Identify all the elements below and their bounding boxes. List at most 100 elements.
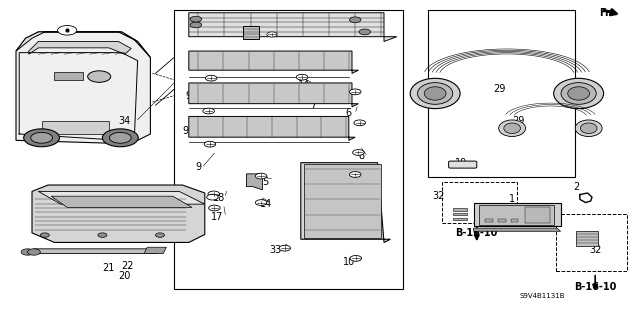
Bar [498,219,506,222]
Ellipse shape [504,123,520,133]
Circle shape [267,32,277,37]
Bar [453,218,467,220]
Circle shape [359,29,371,35]
Text: 14: 14 [259,199,272,209]
Polygon shape [29,41,131,54]
Text: 6: 6 [346,108,352,118]
Text: B-16-10: B-16-10 [456,228,498,238]
Text: 32: 32 [432,191,445,201]
Text: Fr.: Fr. [599,8,612,18]
Circle shape [255,200,267,205]
Text: 2: 2 [573,182,579,192]
Circle shape [279,245,291,251]
Polygon shape [246,174,262,190]
Text: 5: 5 [262,177,269,187]
Text: 29: 29 [493,84,506,94]
Text: 22: 22 [122,261,134,271]
Bar [42,121,109,134]
Polygon shape [28,249,163,254]
Circle shape [349,17,361,23]
Text: 20: 20 [118,271,131,281]
Bar [576,231,598,246]
Text: 14: 14 [298,79,310,90]
Text: 8: 8 [358,151,365,161]
Text: 15: 15 [333,91,346,101]
Bar [304,164,381,238]
Ellipse shape [561,83,596,104]
Text: 9: 9 [182,126,189,136]
Circle shape [31,132,52,143]
Ellipse shape [575,120,602,137]
Text: 30: 30 [237,17,250,27]
Text: 16: 16 [342,172,355,182]
Text: 19: 19 [454,158,467,168]
Polygon shape [38,191,205,204]
Circle shape [40,233,49,237]
FancyBboxPatch shape [449,161,477,168]
Ellipse shape [554,78,604,108]
Polygon shape [474,228,561,231]
Bar [479,205,554,225]
Circle shape [204,141,216,147]
Polygon shape [16,32,150,144]
Circle shape [88,71,111,82]
Text: 7: 7 [310,100,317,110]
Circle shape [349,89,361,95]
Circle shape [190,16,202,22]
Polygon shape [189,13,397,41]
Circle shape [255,173,267,179]
Text: 28: 28 [442,84,454,94]
Text: 34: 34 [118,116,131,126]
Polygon shape [189,116,355,140]
Bar [511,219,518,222]
Polygon shape [144,247,166,254]
Circle shape [296,74,308,80]
Circle shape [209,205,220,211]
Text: 31: 31 [262,24,275,34]
Polygon shape [51,196,192,207]
Text: 29: 29 [512,116,525,126]
Polygon shape [16,32,150,57]
Polygon shape [32,185,205,242]
Text: 9: 9 [195,162,202,173]
Circle shape [98,233,107,237]
Ellipse shape [424,87,446,100]
Bar [54,72,83,80]
Circle shape [190,22,202,28]
Circle shape [350,256,362,261]
Circle shape [24,129,60,147]
Text: 32: 32 [589,245,602,256]
Ellipse shape [417,83,452,104]
Text: B-16-10: B-16-10 [574,282,616,292]
Circle shape [207,194,218,200]
Circle shape [156,233,164,237]
Circle shape [205,75,217,81]
Circle shape [102,129,138,147]
Ellipse shape [410,78,460,108]
Text: 17: 17 [211,212,224,222]
Circle shape [203,108,214,114]
Circle shape [208,191,220,197]
Bar [474,203,561,226]
Bar [556,214,627,271]
Circle shape [58,26,77,35]
Text: 9: 9 [186,91,192,101]
Bar [442,182,517,223]
Text: 1: 1 [509,194,515,204]
Text: 21: 21 [102,263,115,273]
Bar [485,219,493,222]
Bar [453,208,467,211]
Text: 10: 10 [342,256,355,267]
Bar [525,207,550,223]
Text: 3: 3 [335,17,341,27]
Circle shape [21,249,34,255]
Circle shape [354,120,365,126]
Circle shape [349,172,361,177]
Circle shape [28,249,40,255]
Text: S9V4B1131B: S9V4B1131B [520,293,566,299]
Bar [428,10,575,177]
Polygon shape [189,83,358,107]
Bar [243,26,259,39]
Text: 27: 27 [579,122,592,133]
Ellipse shape [580,123,597,133]
